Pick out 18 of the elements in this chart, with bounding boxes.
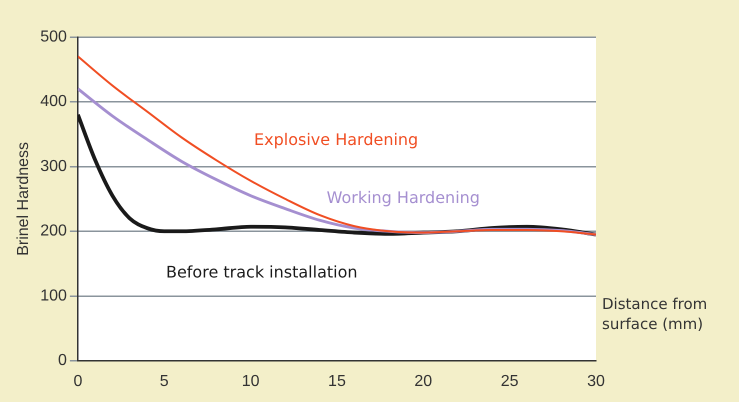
x-tick-label: 10 [242, 372, 260, 390]
x-tick-label: 0 [73, 372, 82, 390]
series-label: Explosive Hardening [254, 130, 418, 149]
y-axis-title: Brinel Hardness [15, 142, 32, 256]
y-tick-label: 400 [40, 93, 67, 110]
y-tick-label: 100 [40, 287, 67, 304]
y-tick-label: 300 [40, 158, 67, 175]
y-tick-label: 500 [40, 28, 67, 46]
x-tick-label: 20 [414, 372, 432, 390]
y-tick-label: 200 [40, 222, 67, 240]
series-label: Working Hardening [326, 188, 480, 208]
x-axis-title: Distance from surface (mm) [602, 294, 708, 334]
x-tick-label: 25 [500, 372, 519, 390]
series-label: Before track installation [166, 262, 358, 282]
x-tick-label: 30 [587, 372, 605, 390]
x-tick-label: 5 [160, 372, 169, 390]
x-tick-label: 15 [328, 372, 346, 390]
y-tick-label: 0 [58, 352, 67, 370]
